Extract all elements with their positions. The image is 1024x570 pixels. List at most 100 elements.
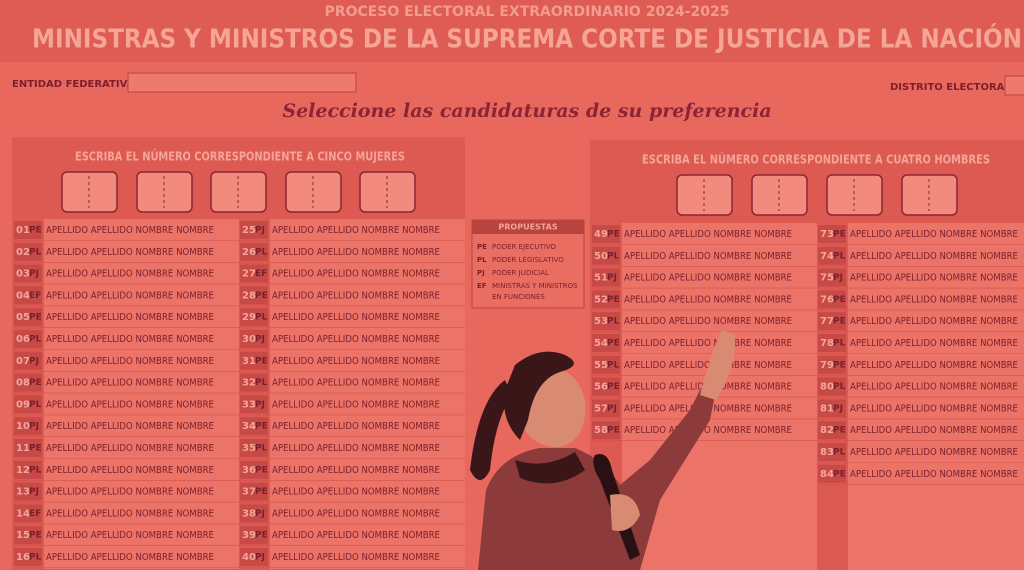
candidate-number: 78	[820, 338, 834, 349]
number-cell	[818, 290, 846, 309]
candidate-name: APELLIDO APELLIDO NOMBRE NOMBRE	[272, 290, 440, 301]
legend-code: PL	[477, 256, 487, 264]
power-code: PJ	[29, 269, 39, 279]
number-cell	[14, 395, 42, 414]
candidate-name: APELLIDO APELLIDO NOMBRE NOMBRE	[850, 469, 1018, 480]
candidate-number: 55	[594, 360, 608, 371]
candidate-name: APELLIDO APELLIDO NOMBRE NOMBRE	[46, 421, 214, 432]
distrito-label: DISTRITO ELECTORAL	[890, 82, 1011, 93]
candidate-name: APELLIDO APELLIDO NOMBRE NOMBRE	[272, 443, 440, 454]
number-cell	[14, 373, 42, 392]
candidate-number: 10	[16, 421, 30, 432]
legend-code: PE	[477, 243, 487, 251]
candidate-name: APELLIDO APELLIDO NOMBRE NOMBRE	[46, 334, 214, 345]
candidate-number: 09	[16, 399, 30, 410]
write-box	[285, 171, 342, 213]
candidate-number: 58	[594, 425, 608, 436]
power-code: PL	[29, 247, 42, 257]
collar	[515, 452, 585, 484]
candidate-number: 03	[16, 269, 30, 280]
write-box	[901, 174, 958, 216]
candidate-name: APELLIDO APELLIDO NOMBRE NOMBRE	[272, 269, 440, 280]
candidate-number: 07	[16, 356, 30, 367]
candidate-name: APELLIDO APELLIDO NOMBRE NOMBRE	[624, 251, 792, 262]
sweater	[478, 390, 715, 570]
candidate-name: APELLIDO APELLIDO NOMBRE NOMBRE	[272, 399, 440, 410]
number-cell	[240, 308, 268, 327]
candidate-name: APELLIDO APELLIDO NOMBRE NOMBRE	[46, 269, 214, 280]
power-code: PL	[29, 553, 42, 563]
candidate-number: 54	[594, 338, 608, 349]
candidate-number: 15	[16, 530, 30, 541]
number-cell	[240, 286, 268, 305]
process-title: PROCESO ELECTORAL EXTRAORDINARIO 2024-20…	[325, 4, 730, 20]
raised-hand	[700, 330, 736, 400]
power-code: EF	[29, 509, 41, 519]
write-box	[210, 171, 267, 213]
power-code: EF	[255, 269, 267, 279]
candidate-name: APELLIDO APELLIDO NOMBRE NOMBRE	[850, 273, 1018, 284]
power-code: PJ	[607, 404, 617, 414]
legend-title: PROPUESTAS	[498, 223, 557, 232]
legend-code: EF	[477, 282, 487, 290]
number-cell	[240, 221, 268, 239]
candidate-number: 76	[820, 294, 834, 305]
candidate-name: APELLIDO APELLIDO NOMBRE NOMBRE	[272, 378, 440, 389]
power-code: PL	[255, 444, 268, 454]
number-cell	[592, 355, 620, 374]
number-cell	[240, 439, 268, 457]
name-column	[44, 219, 239, 569]
power-code: PE	[255, 531, 268, 541]
power-code: PJ	[833, 404, 843, 414]
number-cell	[14, 439, 42, 457]
candidate-number: 01	[16, 225, 30, 236]
candidate-number: 28	[242, 290, 256, 301]
ballot-title: MINISTRAS Y MINISTROS DE LA SUPREMA CORT…	[32, 23, 1022, 55]
candidate-name: APELLIDO APELLIDO NOMBRE NOMBRE	[272, 356, 440, 367]
entidad-label: ENTIDAD FEDERATIVA	[12, 79, 135, 90]
candidate-name: APELLIDO APELLIDO NOMBRE NOMBRE	[272, 312, 440, 323]
name-column	[848, 223, 1024, 570]
legend-box	[471, 219, 585, 309]
entidad-field	[127, 72, 357, 93]
number-cell	[240, 330, 268, 348]
candidate-number: 16	[16, 552, 30, 563]
number-cell	[592, 421, 620, 440]
number-cell	[592, 399, 620, 418]
power-code: PE	[833, 317, 846, 327]
candidate-number: 57	[594, 403, 608, 414]
candidate-name: APELLIDO APELLIDO NOMBRE NOMBRE	[46, 225, 214, 236]
candidate-number: 35	[242, 443, 256, 454]
number-cell	[14, 482, 42, 501]
candidate-number: 34	[242, 421, 256, 432]
write-box	[61, 171, 118, 213]
number-cell	[240, 460, 268, 479]
candidate-number: 83	[820, 447, 834, 458]
power-code: PJ	[255, 553, 265, 563]
candidate-name: APELLIDO APELLIDO NOMBRE NOMBRE	[46, 247, 214, 258]
candidate-name: APELLIDO APELLIDO NOMBRE NOMBRE	[272, 465, 440, 476]
candidate-name: APELLIDO APELLIDO NOMBRE NOMBRE	[850, 447, 1018, 458]
candidate-number: 73	[820, 229, 834, 240]
number-cell	[592, 290, 620, 309]
candidate-number: 13	[16, 487, 30, 498]
candidate-name: APELLIDO APELLIDO NOMBRE NOMBRE	[624, 360, 792, 371]
power-code: PE	[29, 226, 42, 236]
candidate-name: APELLIDO APELLIDO NOMBRE NOMBRE	[46, 443, 214, 454]
power-code: PE	[833, 230, 846, 240]
candidate-name: APELLIDO APELLIDO NOMBRE NOMBRE	[46, 356, 214, 367]
write-box	[826, 174, 883, 216]
candidate-number: 06	[16, 334, 30, 345]
power-code: PE	[29, 313, 42, 323]
power-code: PE	[833, 360, 846, 370]
candidate-name: APELLIDO APELLIDO NOMBRE NOMBRE	[46, 312, 214, 323]
ponytail	[470, 380, 512, 480]
power-code: PJ	[255, 509, 265, 519]
number-cell	[592, 377, 620, 396]
write-box	[359, 171, 416, 213]
candidate-number: 08	[16, 378, 30, 389]
number-cell	[818, 225, 846, 243]
number-cell	[818, 443, 846, 461]
write-box	[676, 174, 733, 216]
